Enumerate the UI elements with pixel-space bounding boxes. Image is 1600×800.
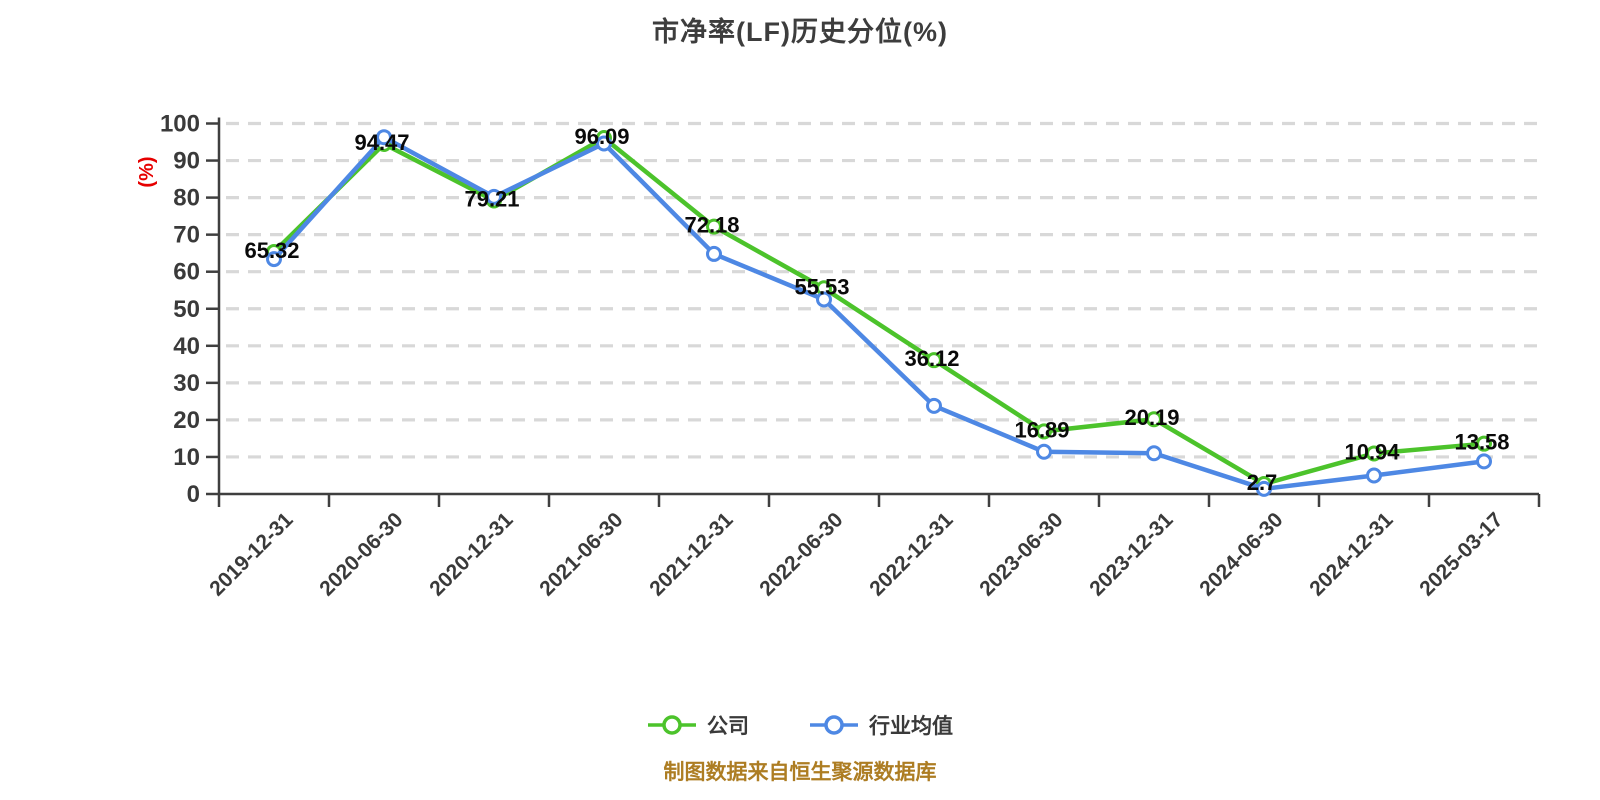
legend-label-company: 公司 bbox=[707, 715, 749, 738]
data-point bbox=[1366, 445, 1382, 462]
data-point bbox=[926, 397, 942, 414]
point-value-label: 55.53 bbox=[794, 274, 849, 299]
data-point bbox=[486, 188, 502, 205]
industry-average-line-marker-icon bbox=[810, 715, 858, 735]
data-point bbox=[1366, 467, 1382, 484]
series-industry-average bbox=[266, 129, 1492, 497]
point-value-label: 13.58 bbox=[1454, 430, 1509, 455]
data-point bbox=[596, 135, 612, 152]
x-tick-label: 2020-12-31 bbox=[425, 508, 517, 600]
data-point bbox=[1256, 480, 1272, 497]
data-point bbox=[1036, 423, 1052, 440]
y-tick-label: 100 bbox=[160, 111, 200, 138]
legend-item-company[interactable]: 公司 bbox=[647, 710, 749, 740]
point-value-label: 20.19 bbox=[1124, 405, 1179, 430]
data-point bbox=[266, 251, 282, 268]
chart-title: 市净率(LF)历史分位(%) bbox=[652, 17, 948, 47]
data-point bbox=[706, 218, 722, 235]
y-axis-unit-label: (%) bbox=[136, 156, 158, 187]
x-tick-label: 2023-12-31 bbox=[1085, 508, 1177, 600]
y-tick-label: 10 bbox=[173, 444, 200, 471]
x-tick-label: 2021-06-30 bbox=[535, 508, 627, 600]
data-point bbox=[706, 245, 722, 262]
y-tick-label: 60 bbox=[173, 259, 200, 286]
legend-label-industry-average: 行业均值 bbox=[869, 715, 953, 738]
x-tick-label: 2022-06-30 bbox=[755, 508, 847, 600]
data-point bbox=[1476, 453, 1492, 470]
y-tick-label: 40 bbox=[173, 333, 200, 360]
y-tick-label: 80 bbox=[173, 185, 200, 212]
point-value-label: 16.89 bbox=[1014, 417, 1069, 442]
point-value-label: 65.32 bbox=[244, 238, 299, 263]
data-point bbox=[1476, 435, 1492, 452]
y-tick-label: 30 bbox=[173, 370, 200, 397]
data-point bbox=[1146, 445, 1162, 462]
y-tick-label: 0 bbox=[187, 481, 200, 508]
company-line-marker-icon bbox=[648, 715, 696, 735]
series-company bbox=[266, 129, 1492, 492]
y-tick-label: 90 bbox=[173, 148, 200, 175]
point-value-label: 94.47 bbox=[354, 130, 409, 155]
y-tick-label: 50 bbox=[173, 296, 200, 323]
point-value-label: 72.18 bbox=[684, 213, 739, 238]
y-axis: 0 10 20 30 40 50 60 70 80 90 100(%) bbox=[136, 111, 221, 508]
point-value-label: 96.09 bbox=[574, 124, 629, 149]
data-point bbox=[1036, 443, 1052, 460]
legend: 公司 行业均值 bbox=[0, 710, 1600, 740]
x-tick-label: 2022-12-31 bbox=[865, 508, 957, 600]
x-tick-label: 2021-12-31 bbox=[645, 508, 737, 600]
x-axis: 2019-12-31 2020-06-30 2020-12-31 2021-06-30… bbox=[205, 492, 1541, 600]
series-line bbox=[271, 135, 1487, 487]
legend-item-industry-average[interactable]: 行业均值 bbox=[809, 710, 953, 740]
data-point bbox=[816, 291, 832, 308]
y-tick-label: 70 bbox=[173, 222, 200, 249]
point-value-label: 10.94 bbox=[1344, 439, 1400, 464]
x-tick-label: 2020-06-30 bbox=[315, 508, 407, 600]
x-tick-label: 2023-06-30 bbox=[975, 508, 1067, 600]
point-value-label: 79.21 bbox=[464, 187, 519, 212]
point-value-label: 2.7 bbox=[1247, 470, 1278, 495]
series-line bbox=[271, 134, 1487, 492]
x-tick-label: 2024-12-31 bbox=[1305, 508, 1397, 600]
data-point bbox=[376, 129, 392, 146]
x-tick-label: 2019-12-31 bbox=[205, 508, 297, 600]
x-tick-label: 2024-06-30 bbox=[1195, 508, 1287, 600]
data-point bbox=[1146, 411, 1162, 428]
point-value-label: 36.12 bbox=[904, 346, 959, 371]
x-tick-label: 2025-03-17 bbox=[1415, 508, 1507, 600]
y-tick-label: 20 bbox=[173, 407, 200, 434]
data-point bbox=[926, 352, 942, 369]
data-source-note: 制图数据来自恒生聚源数据库 bbox=[663, 761, 937, 784]
point-labels: 65.32 94.47 79.21 96.09 72.18 55.53 36.12 16.89… bbox=[244, 124, 1509, 495]
grid-lines bbox=[226, 121, 1539, 459]
